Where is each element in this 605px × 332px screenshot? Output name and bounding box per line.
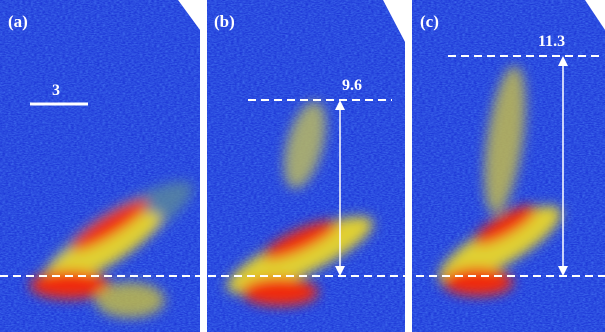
panel-label: (b) [214,12,235,31]
arrowhead [335,100,345,110]
distance-label: 9.6 [342,77,362,94]
panel-b-image [207,0,405,332]
panel-c-image [412,0,605,332]
distance-label: 11.3 [538,33,565,50]
scale-label: 3 [52,82,60,99]
arrowhead [558,56,568,66]
arrowhead [558,266,568,276]
panel-label: (c) [420,12,439,31]
panel-label: (a) [8,12,28,31]
panel-a-image [0,0,200,332]
arrowhead [335,266,345,276]
